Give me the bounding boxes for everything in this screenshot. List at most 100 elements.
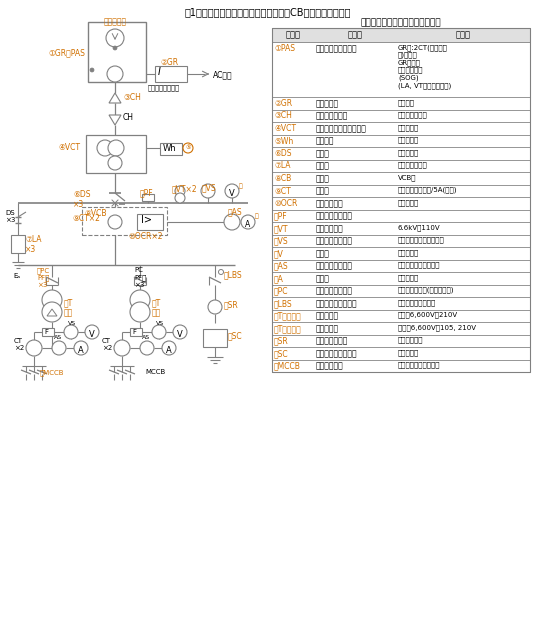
Text: ⑩OCR: ⑩OCR [274,199,297,208]
Text: ㉓MCCB: ㉓MCCB [40,369,65,376]
Circle shape [42,302,62,322]
Text: ケーブルヘッド: ケーブルヘッド [316,111,348,121]
Text: 避雷器: 避雷器 [316,161,330,171]
Text: ㉑SR: ㉑SR [274,336,289,346]
Text: 高圧限流ヒューズ: 高圧限流ヒューズ [316,211,353,221]
Text: ⑮AS: ⑮AS [274,261,288,271]
Bar [203,329,227,347]
Circle shape [64,325,78,339]
Text: ㉒SC: ㉒SC [228,331,243,340]
Text: ⑭: ⑭ [239,183,243,189]
Text: ⑬VS: ⑬VS [202,183,217,192]
Text: 電圧計: 電圧計 [316,249,330,258]
Circle shape [175,193,185,203]
Text: ⑨CT×2: ⑨CT×2 [72,214,100,223]
Circle shape [97,140,113,156]
Bar [272,259,530,272]
Circle shape [113,46,117,50]
Text: DS
×3: DS ×3 [5,210,16,223]
Text: ⑭V: ⑭V [274,249,284,258]
Text: ⑰PC
PF付
×3: ⑰PC PF付 ×3 [37,267,50,288]
Circle shape [225,184,239,198]
Circle shape [218,269,224,274]
Bar [272,109,530,122]
Circle shape [85,325,99,339]
Bar [272,359,530,372]
Circle shape [74,341,88,355]
Text: 第1図　キュービクル式高圧受電設備（CB形）の単線結線図: 第1図 キュービクル式高圧受電設備（CB形）の単線結線図 [184,7,351,17]
Bar [272,272,530,284]
Text: ㉒SC: ㉒SC [274,349,288,358]
Text: 三相変圧器: 三相変圧器 [316,311,339,321]
Text: 記　号: 記 号 [286,30,301,39]
Text: A: A [166,346,172,355]
Text: 動力用6,600V／210V: 動力用6,600V／210V [398,311,458,318]
Text: 高圧引込線: 高圧引込線 [103,17,127,26]
Circle shape [108,215,122,229]
Circle shape [224,214,240,230]
Text: 単相変圧器: 単相変圧器 [316,324,339,333]
Text: ①PAS: ①PAS [274,44,295,53]
Bar [142,194,154,201]
Text: 電力量計用: 電力量計用 [398,124,419,131]
Text: 電灯用6,600V／105, 210V: 電灯用6,600V／105, 210V [398,324,476,331]
Bar [272,28,530,42]
Bar [272,334,530,347]
Text: 高圧交流負荷開閉器: 高圧交流負荷開閉器 [316,44,357,53]
Text: ケーブル端末部: ケーブル端末部 [398,111,428,118]
Text: 電力量計: 電力量計 [316,136,334,146]
Text: （過電流ロック）: （過電流ロック） [148,84,180,91]
Text: V: V [177,330,183,339]
Text: 名　称: 名 称 [348,30,363,39]
Text: AS: AS [142,335,150,340]
Text: ⑲T（三相）: ⑲T（三相） [274,311,302,321]
Text: 電力需給用計器用変成器: 電力需給用計器用変成器 [316,124,367,133]
Polygon shape [47,309,57,316]
Text: 地絡継電器: 地絡継電器 [316,99,339,108]
Text: VS: VS [68,321,76,326]
Text: ⑥DS: ⑥DS [274,149,292,158]
Circle shape [108,156,122,170]
Text: Wh: Wh [163,144,177,153]
Circle shape [114,340,130,356]
Circle shape [175,186,185,196]
Text: 力率改善用: 力率改善用 [398,349,419,356]
Circle shape [106,29,124,47]
Text: 断路器: 断路器 [316,149,330,158]
Text: ⑤Wh: ⑤Wh [274,136,293,146]
Text: ⑪PF: ⑪PF [140,188,154,197]
Text: 遮断器: 遮断器 [316,174,330,183]
Text: ⑦LA: ⑦LA [274,161,291,171]
Bar [272,184,530,197]
Circle shape [130,290,150,310]
Bar [42,328,54,336]
Text: ⑱LBS: ⑱LBS [224,270,243,279]
Text: ⑧VCB: ⑧VCB [84,209,106,218]
Text: 高圧カットアウト: 高圧カットアウト [316,286,353,296]
Text: 各相の電流計測の切換: 各相の電流計測の切換 [398,261,440,268]
Bar [272,284,530,297]
Text: ⑨CT: ⑨CT [274,186,291,196]
Text: A: A [78,346,84,355]
Text: ⑪PF: ⑪PF [274,211,288,221]
Text: 電力の積算: 電力の積算 [398,136,419,143]
Text: ⑰PC: ⑰PC [274,286,288,296]
Circle shape [90,68,94,72]
Text: 計器用変圧器: 計器用変圧器 [316,224,344,233]
Bar [82,207,167,235]
Text: VS: VS [156,321,164,326]
Text: ⑱LBS: ⑱LBS [274,299,293,308]
Circle shape [241,215,255,229]
Bar [272,197,530,209]
Text: 過電流継電器: 過電流継電器 [316,199,344,208]
Text: F: F [132,329,136,335]
Bar [272,97,530,109]
Bar [272,28,530,372]
Bar [137,214,163,230]
Bar [155,66,187,82]
Bar [272,234,530,247]
Bar [272,297,530,309]
Text: 電流計: 電流計 [316,274,330,283]
Text: ⑩OCR×2: ⑩OCR×2 [128,232,163,241]
Text: 高圧受電設備の構成機器名称一覧: 高圧受電設備の構成機器名称一覧 [361,18,441,27]
